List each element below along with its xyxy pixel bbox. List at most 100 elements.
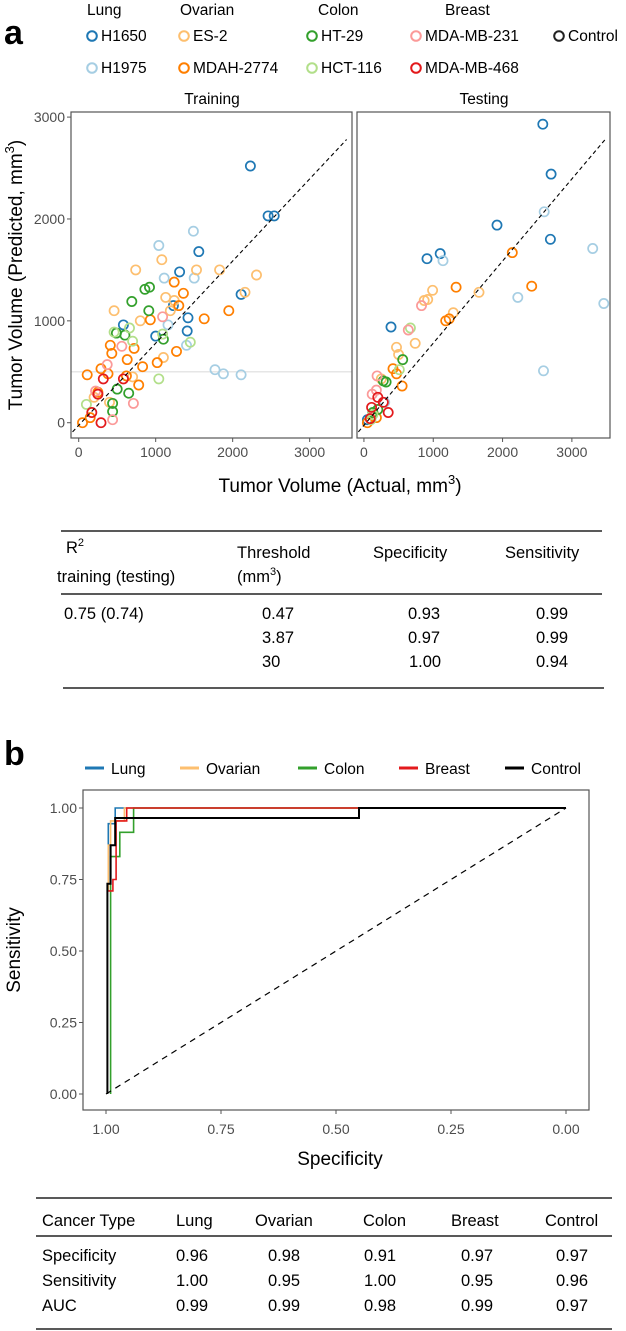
data-point-mdah-2774 (526, 280, 538, 292)
data-point-h1650 (421, 253, 433, 265)
facet-title-training: Training (184, 91, 239, 108)
data-point-mda-mb-231 (157, 311, 169, 323)
threshold-table: R2 training (testing) Threshold (mm3) Sp… (57, 530, 604, 689)
column-header-cancer-type: Cancer Type (42, 1212, 135, 1230)
table-cell: 0.97 (556, 1247, 588, 1265)
legend-label-control: Control (568, 28, 618, 45)
data-point-mda-mb-231 (90, 385, 102, 397)
table-cell: 0.99 (268, 1297, 300, 1315)
data-point-h1650 (544, 233, 556, 245)
y-tick-label: 1.00 (50, 800, 77, 816)
x-tick-label: 0 (360, 444, 368, 460)
data-point-h1650 (537, 118, 549, 130)
data-point-es-2 (422, 294, 434, 305)
data-point-mdah-2774 (106, 347, 118, 359)
header-specificity: Specificity (373, 544, 448, 562)
data-point-ht-29 (123, 387, 135, 399)
data-point-mdah-2774 (506, 247, 518, 259)
legend-group-ovarian: Ovarian (180, 2, 234, 19)
data-point-mdah-2774 (198, 313, 210, 325)
legend-marker-es-2 (178, 30, 190, 42)
data-point-mdah-2774 (84, 412, 96, 424)
data-point-mdah-2774 (168, 276, 180, 288)
data-point-h1650 (434, 248, 446, 260)
legend-label-mda-mb-468: MDA-MB-468 (425, 60, 519, 77)
data-point-h1975 (162, 319, 174, 331)
data-point-h1650 (174, 266, 186, 278)
data-point-es-2 (108, 305, 120, 317)
row-label-auc: AUC (42, 1297, 77, 1315)
data-point-ht-29 (144, 281, 155, 293)
data-point-h1650 (244, 160, 256, 172)
column-header-control: Control (545, 1212, 598, 1230)
column-header-ovarian: Ovarian (255, 1212, 313, 1230)
roc-curve-breast (108, 807, 566, 892)
specificity-value: 0.97 (408, 629, 440, 647)
header-sensitivity: Sensitivity (505, 544, 580, 562)
y-tick-label: 0.50 (50, 943, 77, 959)
data-point-es-2 (134, 315, 146, 327)
data-point-es-2 (214, 264, 226, 276)
data-point-mdah-2774 (171, 345, 182, 357)
data-point-mdah-2774 (133, 379, 145, 391)
x-tick-label: 0.75 (207, 1121, 234, 1137)
data-point-hct-116 (124, 322, 135, 334)
y-axis-label-predicted: Tumor Volume (Predicted, mm3) (2, 140, 27, 411)
header-r2-subtitle: training (testing) (57, 568, 175, 586)
data-point-h1650 (385, 321, 397, 333)
legend-marker-mda-mb-231 (410, 30, 422, 42)
x-tick-label: 1000 (140, 444, 171, 460)
data-point-ht-29 (126, 296, 138, 307)
legend-marker-ht-29 (306, 30, 318, 42)
data-point-h1650 (182, 312, 194, 324)
identity-line (357, 139, 606, 433)
r2-value: 0.75 (0.74) (64, 605, 144, 623)
x-tick-label: 0 (75, 444, 83, 460)
y-tick-label: 3000 (34, 109, 65, 125)
legend-label-h1650: H1650 (101, 28, 147, 45)
sensitivity-value: 0.94 (536, 653, 568, 671)
x-tick-label: 0.50 (322, 1121, 349, 1137)
table-cell: 0.95 (268, 1272, 300, 1290)
identity-line (72, 139, 348, 433)
cancer-type-table: Cancer Type Lung Ovarian Colon Breast Control… (36, 1197, 612, 1330)
header-threshold: Threshold (237, 544, 310, 562)
y-tick-label: 0.75 (50, 872, 77, 888)
data-point-h1975 (217, 368, 229, 380)
table-cell: 0.96 (176, 1247, 208, 1265)
threshold-value: 0.47 (262, 605, 294, 623)
data-point-mdah-2774 (104, 339, 116, 351)
panel-b-label: b (4, 735, 25, 773)
table-cell: 1.00 (364, 1272, 396, 1290)
data-point-es-2 (391, 341, 402, 353)
data-point-mda-mb-231 (370, 384, 382, 396)
column-header-colon: Colon (363, 1212, 406, 1230)
data-point-mda-mb-231 (116, 340, 128, 352)
data-point-es-2 (130, 264, 142, 276)
data-point-es-2 (164, 305, 176, 317)
training-scatter-plot: 0 1000 2000 3000 0 1000 2000 3000 (34, 109, 353, 460)
data-point-h1650 (268, 210, 280, 222)
data-point-mda-mb-468 (117, 373, 129, 385)
x-tick-label: 0.00 (552, 1121, 579, 1137)
data-point-hct-116 (127, 335, 139, 347)
data-point-mdah-2774 (450, 281, 462, 293)
x-tick-label: 3000 (294, 444, 325, 460)
specificity-value: 0.93 (408, 605, 440, 623)
data-point-mda-mb-231 (127, 397, 139, 409)
x-tick-label: 3000 (556, 444, 587, 460)
data-point-mdah-2774 (173, 300, 185, 312)
panel-border (70, 111, 353, 439)
data-point-mda-mb-468 (364, 413, 376, 425)
data-point-mda-mb-468 (92, 388, 104, 400)
chance-line (105, 807, 567, 1095)
table-cell: 0.97 (556, 1297, 588, 1315)
row-label-specificity: Specificity (42, 1247, 117, 1265)
data-point-h1975 (437, 255, 449, 267)
data-point-h1650 (262, 210, 274, 222)
legend-label-colon: Colon (324, 761, 365, 778)
data-point-mda-mb-468 (97, 373, 109, 385)
y-tick-label: 1000 (34, 313, 65, 329)
data-point-hct-116 (184, 336, 196, 348)
legend-label-es-2: ES-2 (193, 28, 227, 45)
